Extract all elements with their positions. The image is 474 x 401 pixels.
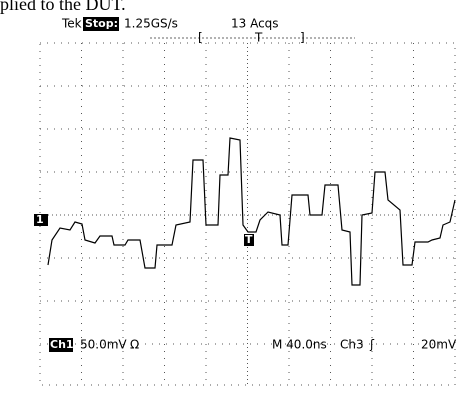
status: Stop:: [85, 17, 118, 30]
status-box: [83, 17, 119, 31]
ground-marker: 1: [36, 213, 44, 226]
trigger-channel: Ch3: [340, 338, 364, 352]
trigger-level: 20mV: [421, 338, 457, 352]
trigger-slope: ʃ: [369, 338, 375, 352]
bracket-left: [: [198, 31, 203, 45]
channel: Ch1: [50, 338, 74, 351]
trigger-position: T: [254, 31, 263, 45]
trigger-level-box: [244, 234, 254, 246]
trigger-level-marker: T: [245, 233, 253, 246]
brand: Tek: [61, 17, 82, 31]
bracket-right: ]: [300, 31, 305, 45]
caption-fragment: plied to the DUT.: [0, 0, 126, 14]
graticule: [39, 42, 456, 386]
timebase: M 40.0ns: [272, 338, 327, 352]
impedance: Ω: [130, 338, 139, 352]
scale: 50.0mV: [80, 338, 127, 352]
acquisitions: 13 Acqs: [231, 17, 279, 31]
channel-box: [49, 338, 73, 352]
sample-rate: 1.25GS/s: [124, 17, 178, 31]
ground-marker-box: [34, 214, 48, 226]
waveform: [47, 137, 456, 286]
